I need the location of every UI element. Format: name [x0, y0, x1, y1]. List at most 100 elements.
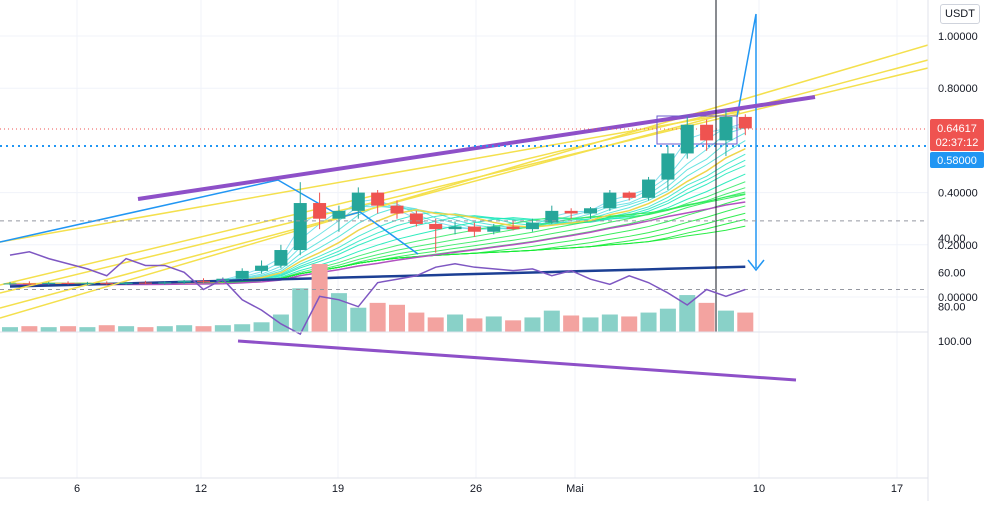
- volume-bar: [447, 314, 464, 332]
- volume-bar: [659, 308, 676, 332]
- candle-body: [61, 282, 75, 284]
- volume-bar: [330, 293, 347, 332]
- yellow-trend-line: [0, 44, 929, 319]
- candle-body: [138, 282, 152, 284]
- volume-bar: [253, 322, 270, 332]
- candle-body: [525, 222, 539, 230]
- time-tick-label: 6: [74, 483, 80, 495]
- volume-bar: [79, 327, 96, 332]
- volume-bar: [582, 317, 599, 332]
- volume-bar: [2, 327, 18, 332]
- rsi-tick-label: 40.00: [938, 233, 966, 245]
- rsi-axis[interactable]: 100.00 80.00 60.00 40.00: [938, 233, 972, 348]
- candle-body: [738, 116, 752, 129]
- candle-body: [351, 192, 365, 211]
- candle-body: [661, 153, 675, 180]
- price-tick-label: 0.00000: [938, 292, 978, 304]
- rsi-pane: [0, 220, 928, 336]
- volume-bar: [195, 326, 212, 332]
- price-tag-value: 0.64617: [937, 123, 977, 135]
- volume-bar: [621, 316, 638, 332]
- time-tick-label: 10: [753, 483, 765, 495]
- candle-body: [467, 226, 481, 232]
- volume-bars: [2, 264, 754, 332]
- volume-bar: [505, 320, 522, 332]
- time-tick-label: 26: [470, 483, 482, 495]
- price-axis[interactable]: 1.00000 0.80000 0.40000 0.20000 0.00000: [938, 31, 978, 304]
- grid: [0, 0, 928, 478]
- candle-body: [487, 226, 501, 232]
- volume-bar: [176, 325, 193, 332]
- volume-bar: [485, 316, 502, 332]
- volume-bar: [524, 317, 541, 332]
- purple-resistance-line: [137, 95, 816, 201]
- volume-bar: [389, 304, 405, 332]
- time-tick-label: Mai: [566, 483, 584, 495]
- candle-body: [506, 226, 520, 230]
- time-tick-label: 17: [891, 483, 903, 495]
- candle-body: [680, 124, 694, 154]
- candle-body: [177, 280, 191, 283]
- candle-body: [622, 192, 636, 198]
- candle-body: [390, 205, 404, 214]
- projection-arrow: [747, 259, 765, 272]
- blue-wave-line: [277, 179, 419, 255]
- candle-body: [448, 226, 462, 230]
- volume-bar: [737, 312, 754, 332]
- volume-bar: [98, 325, 115, 332]
- volume-bar: [563, 315, 580, 332]
- volume-bar: [214, 325, 231, 332]
- volume-bar: [21, 326, 38, 332]
- price-tick-label: 1.00000: [938, 31, 978, 43]
- candle-body: [545, 210, 559, 223]
- volume-bar: [137, 327, 154, 332]
- volume-bar: [640, 312, 657, 332]
- candle-body: [409, 213, 423, 224]
- candle-body: [158, 282, 172, 284]
- level-price-tag: 0.58000: [930, 152, 984, 168]
- blue-trend-line: [0, 179, 279, 243]
- volume-bar: [408, 312, 425, 332]
- level-tag-value: 0.58000: [937, 155, 977, 167]
- level-tag-background: [930, 152, 984, 168]
- candle-body: [197, 280, 210, 282]
- rsi-line: [9, 250, 746, 336]
- time-axis[interactable]: 6 12 19 26 Mai 10 17: [74, 483, 903, 495]
- price-tick-label: 0.40000: [938, 188, 978, 200]
- candle-body: [584, 208, 597, 214]
- currency-button[interactable]: USDT: [940, 4, 980, 24]
- candle-body: [255, 265, 269, 271]
- candle-body: [719, 116, 733, 141]
- volume-bar: [60, 326, 77, 332]
- candle-body: [235, 270, 249, 279]
- candles: [3, 109, 752, 286]
- volume-bar: [292, 288, 309, 332]
- volume-bar: [717, 310, 734, 332]
- volume-bar: [698, 302, 715, 332]
- price-tick-label: 0.20000: [938, 240, 978, 252]
- volume-bar: [679, 295, 696, 332]
- projection-line: [736, 13, 757, 268]
- candle-body: [564, 210, 578, 214]
- volume-bar: [427, 317, 444, 332]
- candle-body: [313, 203, 327, 219]
- candle-body: [80, 283, 94, 285]
- candle-body: [22, 283, 36, 285]
- volume-bar: [118, 326, 135, 332]
- price-tag-background: [930, 119, 984, 151]
- candle-body: [293, 203, 307, 251]
- volume-bar: [40, 327, 57, 332]
- candle-body: [3, 283, 17, 285]
- rsi-tick-label: 80.00: [938, 302, 966, 314]
- rsi-tick-label: 100.00: [938, 336, 972, 348]
- candle-body: [371, 192, 385, 206]
- price-tag-countdown: 02:37:12: [936, 137, 979, 149]
- trend-lines: [0, 0, 929, 382]
- candle-body: [100, 283, 114, 285]
- yellow-trend-line: [0, 67, 929, 294]
- volume-bar: [466, 318, 483, 332]
- current-price-tag: 0.64617 02:37:12: [930, 119, 984, 151]
- candle-body: [429, 223, 443, 230]
